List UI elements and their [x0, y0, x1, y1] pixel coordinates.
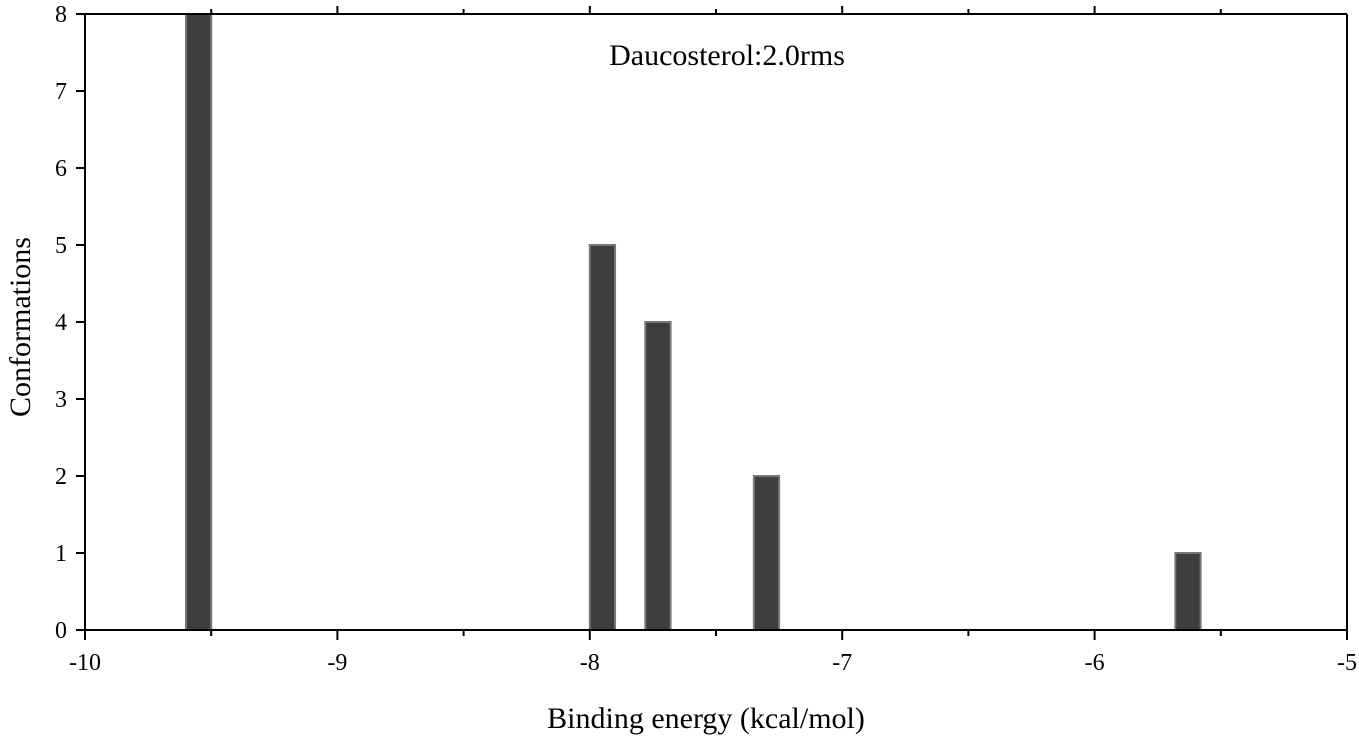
x-tick-label: -5 [1337, 650, 1357, 676]
y-tick-label: 7 [55, 79, 67, 105]
y-tick-label: 2 [55, 464, 67, 490]
y-tick-label: 8 [55, 2, 67, 28]
x-tick-label: -10 [69, 650, 101, 676]
x-tick-label: -8 [580, 650, 600, 676]
bars-layer [184, 13, 1202, 631]
bar-0 [184, 13, 213, 631]
bar-4 [1174, 552, 1202, 631]
y-axis-title: Conformations [4, 237, 37, 417]
bar-1 [588, 244, 617, 631]
y-tick-label: 5 [55, 233, 67, 259]
y-tick-label: 6 [55, 156, 67, 182]
y-tick-label: 3 [55, 387, 67, 413]
y-tick-label: 1 [55, 541, 67, 567]
x-tick-label: -7 [832, 650, 852, 676]
y-tick-label: 4 [55, 310, 67, 336]
bar-3 [752, 475, 781, 631]
y-tick-label: 0 [55, 618, 67, 644]
axes-layer [84, 13, 1348, 631]
bar-2 [644, 321, 672, 631]
ticks-layer: -10 -9 -8 -7 -6 -5 0 1 2 3 4 5 6 7 8 [55, 2, 1357, 676]
chart-annotation: Daucosterol:2.0rms [609, 39, 845, 72]
x-axis-title: Binding energy (kcal/mol) [547, 702, 865, 735]
x-tick-label: -9 [327, 650, 347, 676]
x-tick-label: -6 [1085, 650, 1105, 676]
